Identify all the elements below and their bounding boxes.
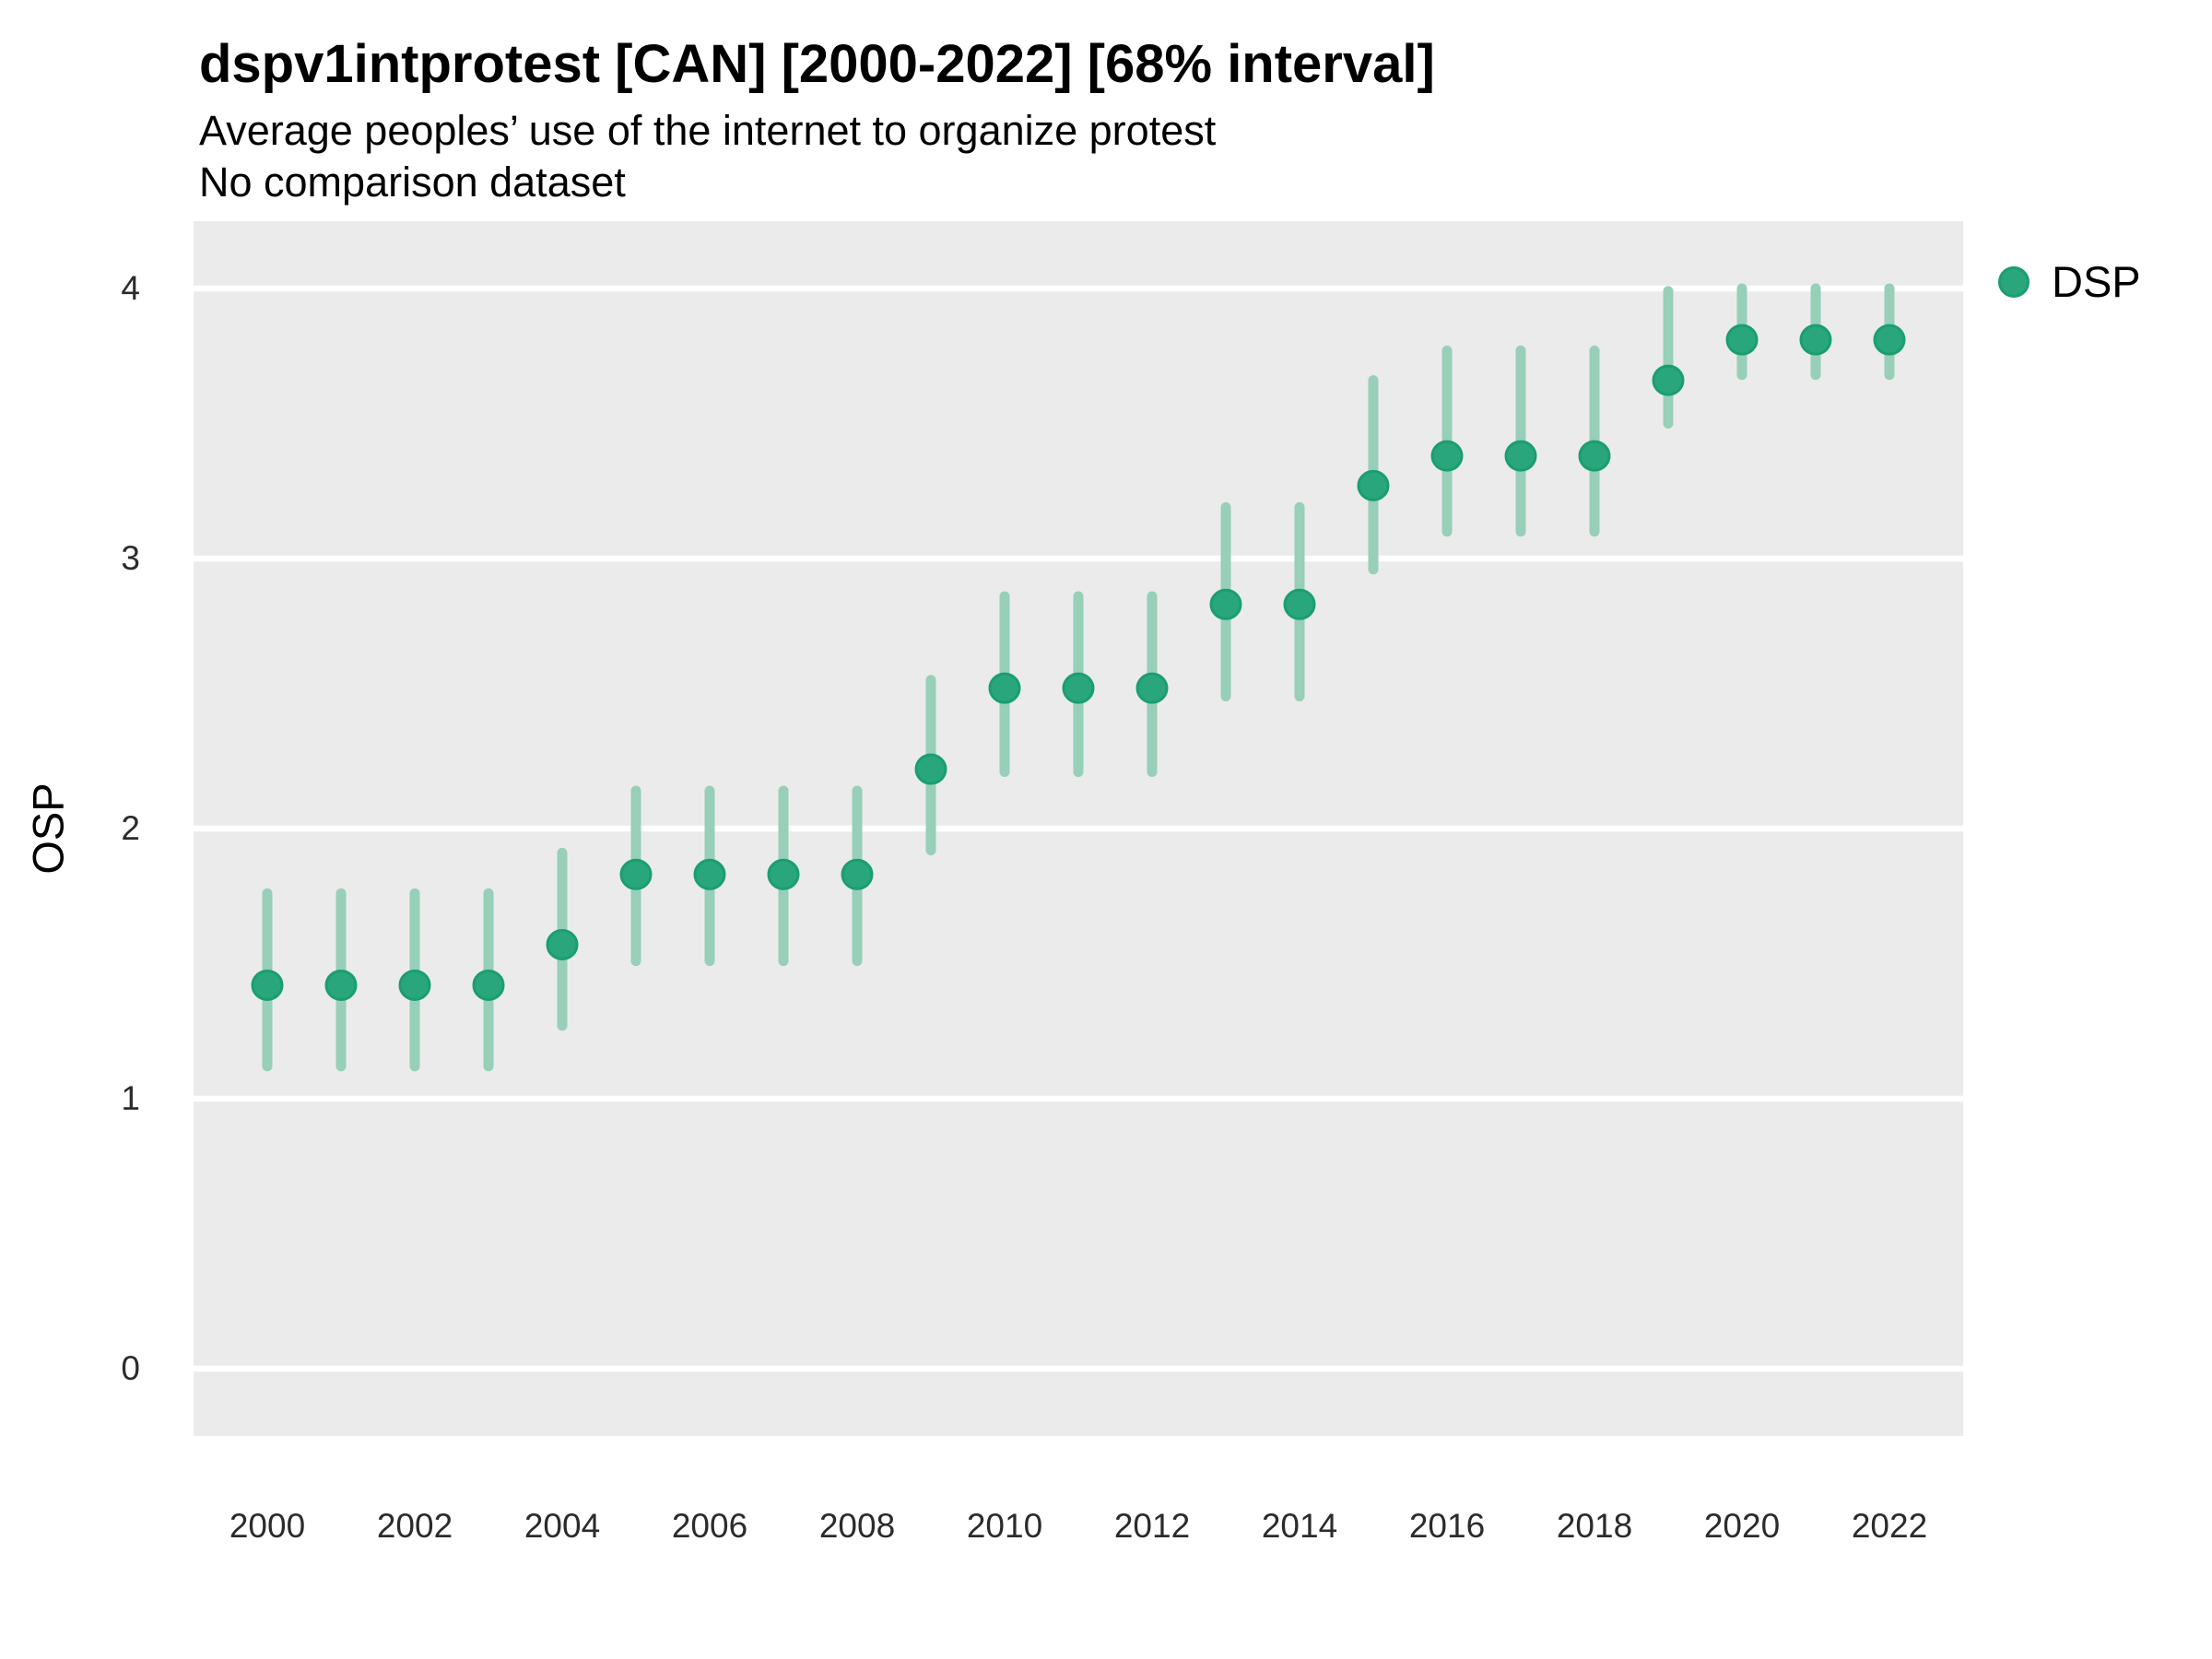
data-point-2016 — [1430, 440, 1464, 472]
data-point-2006 — [693, 858, 726, 890]
data-point-2002 — [398, 969, 431, 1001]
x-tick-label-2016: 2016 — [1408, 1507, 1486, 1545]
y-tick-label-1: 1 — [121, 1079, 140, 1117]
data-point-2021 — [1799, 324, 1832, 356]
data-point-2019 — [1652, 364, 1685, 396]
chart-subtitle: Average peoples’ use of the internet to … — [199, 107, 1217, 154]
x-tick-label-2000: 2000 — [229, 1507, 306, 1545]
data-point-2017 — [1504, 440, 1537, 472]
data-point-2018 — [1578, 440, 1611, 472]
data-point-2000 — [251, 969, 284, 1001]
data-point-2005 — [619, 858, 653, 890]
legend-label: DSP — [2052, 257, 2141, 306]
data-point-2020 — [1725, 324, 1759, 356]
data-point-2022 — [1873, 324, 1906, 356]
x-tick-label-2006: 2006 — [671, 1507, 748, 1545]
y-tick-label-0: 0 — [121, 1349, 140, 1387]
y-tick-label-4: 4 — [121, 269, 140, 307]
data-point-2013 — [1209, 588, 1242, 620]
x-tick-label-2008: 2008 — [818, 1507, 896, 1545]
data-point-2001 — [324, 969, 358, 1001]
legend-point-icon — [1998, 265, 2030, 298]
legend: DSP — [1998, 256, 2141, 307]
x-tick-label-2020: 2020 — [1703, 1507, 1781, 1545]
x-tick-label-2002: 2002 — [376, 1507, 453, 1545]
x-tick-label-2018: 2018 — [1556, 1507, 1633, 1545]
y-tick-label-3: 3 — [121, 539, 140, 577]
data-point-2009 — [914, 753, 947, 785]
x-tick-label-2022: 2022 — [1851, 1507, 1928, 1545]
data-point-2012 — [1135, 672, 1169, 704]
data-point-2011 — [1062, 672, 1095, 704]
data-point-2015 — [1357, 469, 1390, 501]
x-tick-label-2004: 2004 — [524, 1507, 601, 1545]
x-tick-label-2014: 2014 — [1261, 1507, 1338, 1545]
chart-comparison-note: No comparison dataset — [199, 159, 626, 206]
y-tick-label-2: 2 — [121, 809, 140, 847]
data-point-2010 — [988, 672, 1021, 704]
data-point-2007 — [767, 858, 800, 890]
chart-title: dspv1intprotest [CAN] [2000-2022] [68% i… — [199, 34, 1435, 94]
data-point-2014 — [1283, 588, 1316, 620]
x-tick-label-2012: 2012 — [1113, 1507, 1191, 1545]
x-tick-label-2010: 2010 — [966, 1507, 1043, 1545]
data-point-2004 — [546, 928, 579, 960]
plot-panel — [194, 221, 1963, 1436]
chart-svg — [194, 283, 1963, 1372]
data-point-2003 — [472, 969, 505, 1001]
data-point-2008 — [841, 858, 874, 890]
